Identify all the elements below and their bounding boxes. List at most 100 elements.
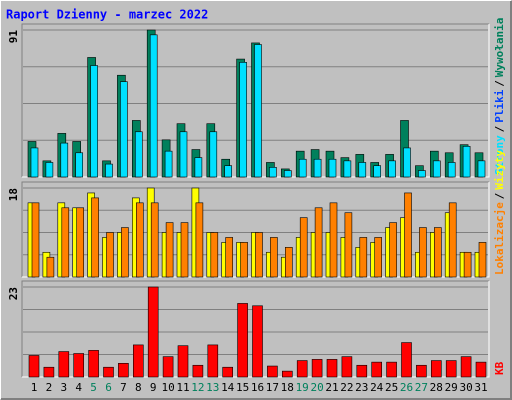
bar [386,361,397,378]
bar [416,364,427,378]
bar [31,202,40,278]
bar [445,360,457,378]
bar [283,170,292,178]
bar [389,222,397,278]
bar [136,202,144,278]
series-label: KB [493,361,506,375]
x-tick-label: 27 [415,381,428,394]
x-tick-label: 29 [445,381,458,394]
x-tick-label: 4 [75,381,82,394]
bar [60,142,69,178]
bar [58,351,70,378]
bar [475,361,487,378]
x-tick-label: 15 [236,381,249,394]
bar [106,232,114,278]
bar [237,303,248,378]
x-tick-label: 18 [281,381,294,394]
x-tick-label: 1 [31,381,38,394]
bar [164,150,173,178]
bar [165,222,174,278]
bar [225,237,233,278]
x-tick-label: 7 [120,381,127,394]
bar [91,197,99,278]
bar [326,359,338,378]
bar [207,344,219,378]
bar [432,160,441,178]
x-tick-label: 13 [206,381,219,394]
bar [270,237,278,278]
y-max-label: 91 [7,30,20,44]
x-tick-label: 3 [60,381,67,394]
bar [45,162,54,178]
bar [371,361,383,378]
bar [299,217,308,278]
bar [298,158,307,178]
x-tick-label: 11 [176,381,189,394]
x-tick-label: 21 [325,381,338,394]
series-label: / [493,192,506,199]
bar [210,232,219,278]
bar [418,170,426,178]
panel-border-dark [21,280,489,377]
x-tick-label: 9 [150,381,157,394]
bar [313,158,322,178]
bar [192,364,204,378]
bar [103,366,114,378]
bar [46,256,55,278]
bar [356,364,368,378]
bar [447,162,456,178]
bar [239,62,247,178]
bar [341,356,353,378]
bar [284,247,293,278]
bar [463,251,472,278]
panel-border-dark [21,181,489,277]
bar [448,202,457,278]
bar [209,131,218,178]
bar [252,305,263,378]
bar [296,360,308,378]
series-label: Wywołania [493,18,506,78]
x-tick-label: 31 [474,381,487,394]
bar [105,163,113,178]
bar [344,212,353,278]
bar [373,165,382,178]
bar [255,232,263,278]
panel-border-dark [21,23,489,177]
bar [179,131,188,178]
x-tick-label: 16 [251,381,264,394]
bar [75,152,83,178]
bar [120,81,128,178]
bar [328,158,337,178]
bar [329,202,338,278]
bar [462,146,471,178]
x-tick-label: 10 [161,381,174,394]
bar [30,147,39,178]
bar [401,342,412,378]
series-label: Wizyty [493,150,506,190]
x-tick-label: 2 [46,381,53,394]
bar [267,365,278,378]
bar [90,65,98,178]
x-tick-label: 28 [430,381,443,394]
bar [28,355,40,378]
bar [76,207,84,278]
bar [149,34,158,178]
bar [195,202,204,278]
x-tick-label: 30 [459,381,472,394]
bar [388,160,396,178]
series-label: Pliki [493,89,506,122]
bar [147,286,159,378]
bar [118,363,129,378]
bar [269,167,277,178]
bar [374,237,383,278]
bar [150,202,159,278]
bar [162,356,174,378]
bar [88,350,99,378]
bar [222,366,233,378]
bar [177,345,189,378]
x-tick-label: 22 [340,381,353,394]
x-tick-label: 23 [355,381,368,394]
bar [433,227,442,278]
